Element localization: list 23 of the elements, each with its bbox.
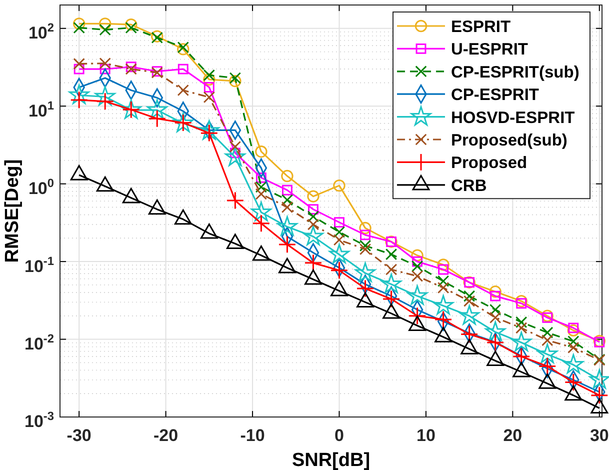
y-tick-label: 10$^{-2}$ <box>24 331 54 354</box>
legend-label: CP-ESPRIT(sub) <box>451 63 580 82</box>
x-tick-label: 10 <box>416 426 436 446</box>
x-tick-label: 20 <box>503 426 522 446</box>
legend-label: U-ESPRIT <box>451 40 528 59</box>
x-tick-label: -10 <box>240 426 265 446</box>
y-tick-label: 10$^{-3}$ <box>24 409 54 432</box>
x-tick-label: -20 <box>154 426 178 446</box>
x-tick-label: 0 <box>334 426 344 446</box>
x-tick-label: 30 <box>590 426 609 446</box>
y-tick-label: 10$^{1}$ <box>28 98 54 120</box>
legend-label: CP-ESPRIT <box>451 86 540 104</box>
x-axis-title: SNR[dB] <box>292 450 370 470</box>
y-axis-title: RMSE[Deg] <box>2 159 23 263</box>
y-tick-label: 10$^{2}$ <box>28 20 54 43</box>
legend-label: Proposed(sub) <box>451 132 568 150</box>
y-tick-label: 10$^{-1}$ <box>24 254 54 276</box>
legend-label: Proposed <box>451 154 528 172</box>
x-tick-label: -30 <box>66 426 92 446</box>
legend-label: CRB <box>451 176 487 195</box>
legend-label: HOSVD-ESPRIT <box>451 108 575 127</box>
y-tick-label: 10$^{0}$ <box>28 176 54 198</box>
legend-label: ESPRIT <box>451 18 511 36</box>
